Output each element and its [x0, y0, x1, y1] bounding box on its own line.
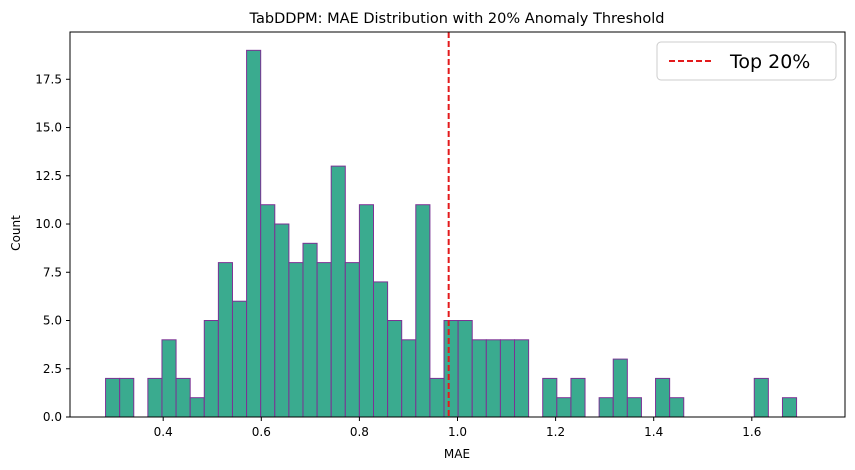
x-tick-label: 0.4 — [154, 425, 173, 439]
histogram-bar — [612, 358, 628, 418]
histogram-bar — [485, 339, 501, 418]
x-tick-label: 1.4 — [644, 425, 663, 439]
histogram-bar — [175, 377, 191, 418]
histogram-bar — [753, 377, 769, 418]
x-tick-label: 0.8 — [350, 425, 369, 439]
histogram-bar — [330, 165, 346, 418]
histogram-bar — [358, 204, 375, 418]
histogram-bar — [260, 204, 276, 418]
histogram-bar — [119, 377, 135, 418]
histogram-bar — [443, 320, 459, 418]
histogram-bar — [344, 262, 360, 418]
x-tick-label: 0.6 — [252, 425, 271, 439]
histogram-bar — [203, 320, 219, 418]
y-tick-label: 5.0 — [43, 314, 62, 328]
y-tick-label: 0.0 — [43, 410, 62, 424]
y-tick-label: 15.0 — [35, 121, 62, 135]
histogram-bar — [274, 223, 290, 418]
histogram-bar — [147, 377, 163, 418]
x-tick-label: 1.2 — [546, 425, 565, 439]
histogram-bar — [570, 377, 586, 418]
histogram-bar — [598, 397, 614, 418]
chart-title: TabDDPM: MAE Distribution with 20% Anoma… — [249, 11, 665, 27]
axes-frame — [69, 31, 846, 418]
x-tick-label: 1.0 — [448, 425, 467, 439]
y-tick-label: 12.5 — [35, 169, 62, 183]
legend: Top 20% — [656, 41, 837, 81]
histogram-bar — [415, 204, 431, 418]
histogram-bar — [373, 281, 389, 418]
histogram-bar — [288, 262, 304, 418]
bars-group — [105, 49, 798, 418]
histogram-bar — [514, 339, 530, 418]
legend-label: Top 20% — [729, 51, 810, 73]
histogram-bar — [105, 377, 121, 418]
histogram-bar — [429, 377, 445, 418]
y-tick-label: 7.5 — [43, 265, 62, 279]
histogram-bar — [781, 397, 798, 418]
histogram-bar — [161, 339, 177, 418]
histogram-bar — [189, 397, 205, 418]
legend-box — [656, 41, 837, 81]
histogram-bar — [302, 242, 318, 418]
histogram-bar — [655, 377, 671, 418]
y-tick-label: 10.0 — [35, 217, 62, 231]
histogram-bar — [387, 320, 403, 418]
histogram-bar — [457, 320, 473, 418]
histogram-bar — [316, 262, 332, 418]
x-axis-label: MAE — [444, 447, 470, 461]
y-tick-label: 17.5 — [35, 72, 62, 86]
histogram-bar — [401, 339, 417, 418]
histogram-bar — [556, 397, 572, 418]
histogram-bar — [542, 377, 558, 418]
histogram-bar — [471, 339, 487, 418]
ticks-group: 0.4 0.6 0.8 1.0 1.2 1.4 1.6 0.0 2.5 5.0 7.5 10.0 12.… — [35, 72, 761, 439]
y-axis-label: Count — [9, 215, 23, 251]
x-tick-label: 1.6 — [742, 425, 761, 439]
y-tick-label: 2.5 — [43, 362, 62, 376]
histogram-bar — [217, 262, 233, 418]
histogram-bar — [499, 339, 516, 418]
histogram-bar — [626, 397, 642, 418]
histogram-bar — [669, 397, 685, 418]
histogram-bar — [231, 300, 248, 418]
histogram-bar — [246, 49, 262, 418]
